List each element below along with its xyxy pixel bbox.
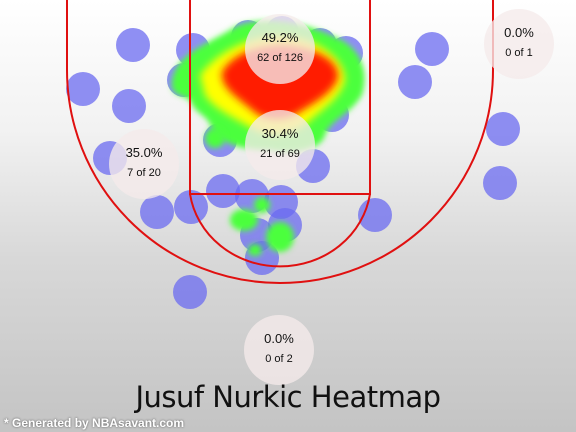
zone-count: 7 of 20 [127, 167, 161, 179]
zone-count: 62 of 126 [257, 52, 303, 64]
shot-dot [140, 195, 174, 229]
zone-count: 21 of 69 [260, 148, 300, 160]
zone-count: 0 of 1 [505, 47, 533, 59]
zone-right-corner-three: 0.0% 0 of 1 [484, 9, 554, 79]
heat-spot [266, 222, 294, 252]
heat-spot [248, 244, 262, 256]
shot-dot [415, 32, 449, 66]
shot-dot [398, 65, 432, 99]
shot-dot [173, 275, 207, 309]
zone-left-midrange: 35.0% 7 of 20 [109, 129, 179, 199]
heat-spot [205, 128, 225, 148]
free-throw-arc [189, 193, 371, 268]
paint-box [189, 0, 371, 195]
shot-dot [66, 72, 100, 106]
zone-paint-non-ra: 30.4% 21 of 69 [245, 110, 315, 180]
zone-pct: 0.0% [504, 25, 534, 40]
credit-text: * Generated by NBAsavant.com [4, 416, 185, 430]
court-lines [66, 0, 494, 284]
zone-pct: 0.0% [264, 331, 294, 346]
heat-spot [254, 197, 270, 213]
zone-restricted-area: 49.2% 62 of 126 [245, 14, 315, 84]
zone-pct: 35.0% [125, 145, 163, 160]
shot-dot [116, 28, 150, 62]
three-point-arc [66, 0, 494, 284]
zone-pct: 30.4% [261, 126, 299, 141]
heat-spot [230, 209, 258, 231]
shot-dot [206, 174, 240, 208]
zone-count: 0 of 2 [265, 353, 293, 365]
shot-dot [486, 112, 520, 146]
shot-dot [112, 89, 146, 123]
shot-dot [483, 166, 517, 200]
zone-backcourt: 0.0% 0 of 2 [244, 315, 314, 385]
chart-title: Jusuf Nurkic Heatmap [135, 380, 441, 414]
shot-dot [174, 190, 208, 224]
zone-pct: 49.2% [261, 30, 299, 45]
